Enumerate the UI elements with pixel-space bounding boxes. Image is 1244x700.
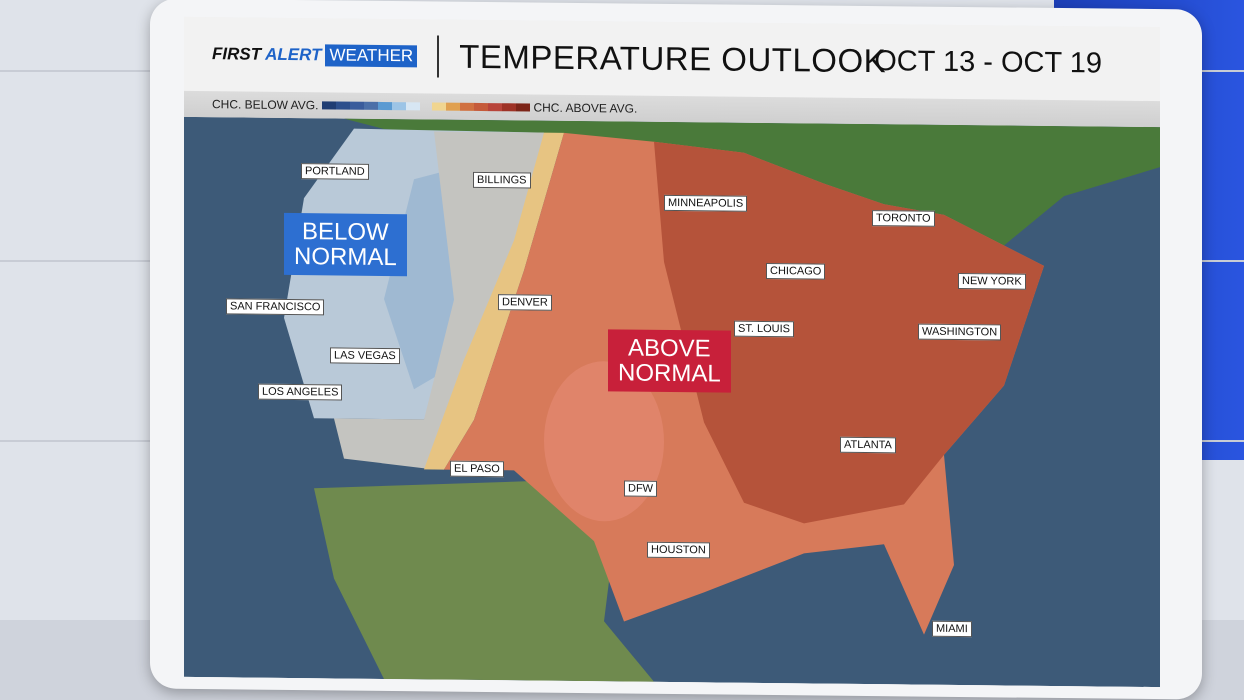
city-label: LAS VEGAS (330, 347, 400, 365)
page-title: TEMPERATURE OUTLOOK (459, 37, 887, 80)
legend-swatch (488, 103, 503, 112)
mexico-land (314, 480, 654, 682)
legend-swatch (364, 101, 379, 110)
city-label: DFW (624, 480, 658, 497)
above-normal-core (654, 141, 1044, 524)
legend-swatch (446, 102, 461, 111)
slight-above-band (424, 132, 564, 470)
city-label: WASHINGTON (918, 323, 1002, 341)
us-map: BELOW NORMAL ABOVE NORMAL PORTLAND BILLIN… (184, 116, 1160, 688)
city-label: LOS ANGELES (258, 383, 343, 401)
legend-swatch (336, 101, 351, 110)
city-label: DENVER (498, 294, 552, 311)
city-label: EL PASO (450, 460, 504, 478)
legend-above-label: CHC. ABOVE AVG. (533, 100, 638, 116)
legend-swatch (516, 103, 531, 112)
city-label: TORONTO (872, 210, 935, 227)
legend-swatch (502, 103, 517, 112)
legend-swatch (392, 102, 407, 111)
legend-swatch (350, 101, 365, 110)
city-label: HOUSTON (647, 541, 710, 559)
city-label: BILLINGS (473, 171, 531, 189)
logo-alert: ALERT (265, 44, 322, 65)
legend-swatch (474, 102, 489, 112)
brand-logo: FIRST ALERT WEATHER (212, 43, 418, 68)
legend-below-label: CHC. BELOW AVG. (212, 97, 319, 113)
logo-first: FIRST (212, 44, 262, 64)
city-label: MIAMI (932, 620, 972, 638)
city-label: CHICAGO (766, 262, 826, 280)
logo-weather: WEATHER (325, 44, 418, 68)
divider (437, 35, 440, 78)
canada-land (344, 118, 1160, 246)
legend-above-swatches (432, 99, 531, 114)
city-label: PORTLAND (301, 163, 369, 180)
legend-swatch (378, 101, 393, 111)
header: FIRST ALERT WEATHER TEMPERATURE OUTLOOK … (184, 16, 1160, 102)
above-normal-label: ABOVE NORMAL (608, 329, 731, 393)
date-range: OCT 13 - OCT 19 (874, 44, 1102, 80)
legend-below-swatches (322, 98, 421, 113)
near-normal-area (334, 131, 544, 470)
legend-swatch (322, 101, 337, 110)
city-label: NEW YORK (958, 272, 1026, 290)
map-svg (184, 116, 1160, 688)
legend-swatch (460, 102, 475, 111)
weather-graphic: FIRST ALERT WEATHER TEMPERATURE OUTLOOK … (184, 16, 1160, 688)
below-normal-label: BELOW NORMAL (284, 212, 407, 277)
legend-swatch (432, 102, 447, 111)
legend-swatch (406, 102, 421, 111)
city-label: ST. LOUIS (734, 320, 794, 338)
city-label: MINNEAPOLIS (664, 194, 748, 212)
city-label: SAN FRANCISCO (226, 298, 325, 316)
city-label: ATLANTA (840, 436, 896, 454)
